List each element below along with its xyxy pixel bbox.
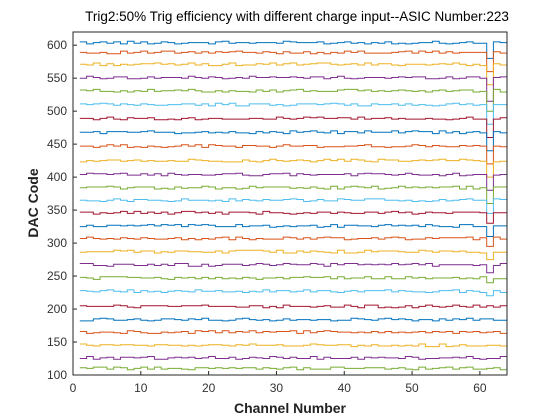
y-tick-label: 450 <box>47 137 67 151</box>
series-line-5 <box>79 88 508 112</box>
series-line-14 <box>79 210 507 224</box>
series-line-12 <box>79 185 507 204</box>
x-tick-label: 60 <box>473 381 487 395</box>
series-line-24 <box>79 343 508 348</box>
x-tick-label: 50 <box>405 381 419 395</box>
series-group <box>79 40 508 371</box>
series-line-23 <box>79 330 508 334</box>
y-tick-label: 500 <box>47 104 67 118</box>
x-tick-label: 30 <box>270 381 284 395</box>
axes-background <box>73 32 507 375</box>
y-tick-label: 600 <box>47 38 67 52</box>
series-line-26 <box>79 366 508 371</box>
y-axis-label: DAC Code <box>25 168 41 237</box>
series-line-18 <box>79 263 508 274</box>
y-tick-label: 150 <box>47 335 67 349</box>
series-line-2 <box>79 50 507 73</box>
plot-area: 0 10 20 30 40 50 60 100 150 200 250 300 350 400 450 50… <box>47 31 508 395</box>
series-line-6 <box>79 102 508 125</box>
x-tick-label: 0 <box>70 381 77 395</box>
series-line-11 <box>79 172 508 191</box>
x-tick-label: 40 <box>338 381 352 395</box>
series-line-13 <box>79 198 508 214</box>
series-line-19 <box>79 276 508 284</box>
series-line-10 <box>79 158 508 178</box>
x-tick-label: 10 <box>134 381 148 395</box>
series-line-7 <box>79 116 507 138</box>
y-tick-label: 400 <box>47 170 67 184</box>
y-tick-label: 100 <box>47 368 67 382</box>
series-line-4 <box>79 75 508 102</box>
series-line-1 <box>79 40 507 59</box>
axes-box <box>72 31 508 376</box>
series-line-15 <box>79 224 508 237</box>
series-line-20 <box>79 289 508 297</box>
series-line-17 <box>79 249 507 261</box>
y-tick-label: 550 <box>47 71 67 85</box>
series-line-21 <box>79 304 508 309</box>
chart-title: Trig2:50% Trig efficiency with different… <box>85 9 509 24</box>
y-tick-label: 350 <box>47 203 67 217</box>
series-line-9 <box>79 144 507 165</box>
x-tick-label: 20 <box>202 381 216 395</box>
y-tick-label: 200 <box>47 302 67 316</box>
x-axis-label: Channel Number <box>234 400 347 416</box>
y-tick-label: 300 <box>47 236 67 250</box>
series-line-16 <box>79 236 508 247</box>
y-tick-label: 250 <box>47 269 67 283</box>
y-axis-ticks: 100 150 200 250 300 350 400 450 500 550 600 <box>47 38 77 382</box>
series-line-25 <box>79 356 508 360</box>
series-line-22 <box>79 317 508 322</box>
x-axis-ticks: 0 10 20 30 40 50 60 <box>70 371 487 395</box>
series-line-8 <box>79 130 508 152</box>
series-line-3 <box>79 62 507 86</box>
